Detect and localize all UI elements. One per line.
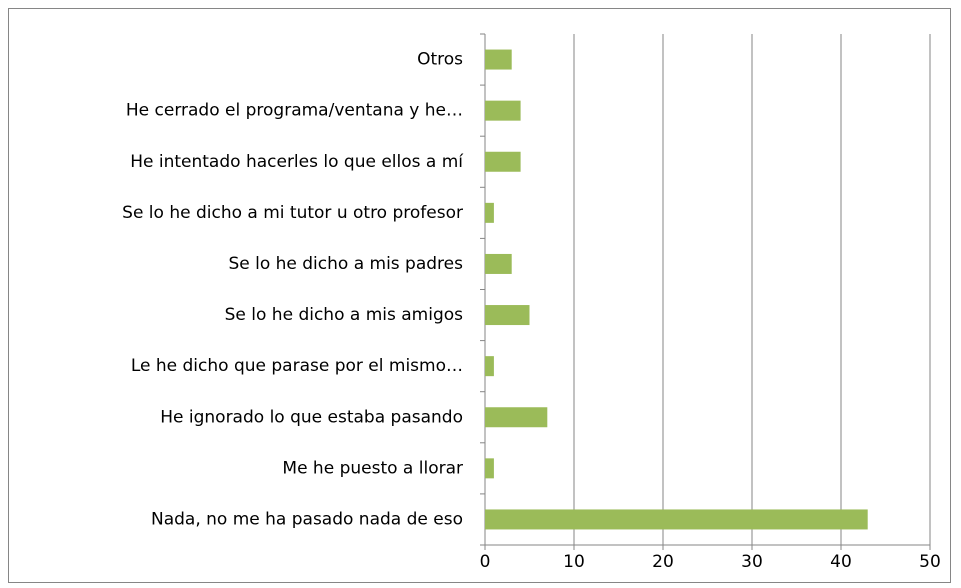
y-tick-label: He intentado hacerles lo que ellos a mí [130, 152, 464, 172]
x-tick-label: 30 [741, 552, 763, 572]
x-tick-label: 10 [563, 552, 585, 572]
y-tick-label: Me he puesto a llorar [282, 458, 463, 478]
bar [485, 305, 530, 326]
y-tick-label: Otros [417, 50, 463, 70]
y-tick-label: Se lo he dicho a mis amigos [225, 305, 464, 325]
chart-border [8, 8, 951, 583]
x-tick-label: 40 [830, 552, 852, 572]
y-tick-label: Se lo he dicho a mis padres [228, 254, 463, 274]
bar [485, 458, 494, 479]
x-tick-label: 20 [652, 552, 674, 572]
y-tick-label: Se lo he dicho a mi tutor u otro profeso… [122, 203, 463, 223]
bar [485, 253, 512, 274]
bar [485, 49, 512, 70]
y-tick-label: Le he dicho que parase por el mismo… [131, 356, 463, 376]
bar [485, 151, 521, 172]
y-tick-label: Nada, no me ha pasado nada de eso [151, 509, 463, 529]
bar [485, 100, 521, 121]
x-tick-label: 50 [919, 552, 941, 572]
bar [485, 356, 494, 377]
bar [485, 509, 868, 530]
bar [485, 407, 548, 428]
x-tick-label: 0 [480, 552, 491, 572]
y-tick-label: He ignorado lo que estaba pasando [160, 407, 463, 427]
y-tick-label: He cerrado el programa/ventana y he… [126, 101, 463, 121]
bar [485, 202, 494, 223]
